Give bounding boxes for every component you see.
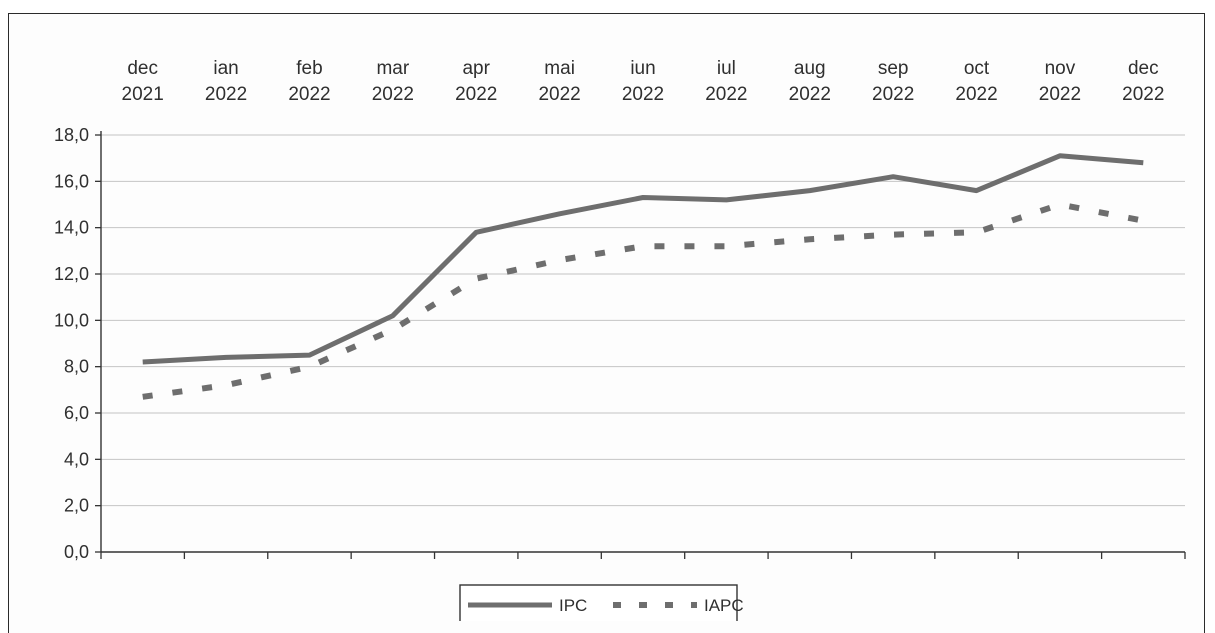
data-point-ipc	[140, 360, 145, 365]
x-tick-label: feb 2022	[288, 58, 330, 105]
y-tick-label: 16,0	[54, 171, 89, 191]
x-tick-label: iun 2022	[622, 58, 664, 105]
x-tick-labels: dec 2021 ian 2022 feb 2022 mar 2022 apr 2022 mai 20…	[122, 58, 1165, 105]
data-point-iapc	[390, 327, 395, 332]
data-point-ipc	[807, 188, 812, 193]
y-tick-label: 0,0	[64, 542, 89, 562]
x-tick-label: sep 2022	[872, 58, 914, 105]
x-tick-label: mai 2022	[538, 58, 580, 105]
data-point-iapc	[1141, 218, 1146, 223]
y-tick-label: 12,0	[54, 264, 89, 284]
legend-label-ipc: IPC	[559, 596, 587, 615]
x-tick-label: apr 2022	[455, 58, 497, 105]
x-tick-label: mar 2022	[372, 58, 414, 105]
y-tick-labels: 0,0 2,0 4,0 6,0 8,0 10,0 12,0 14,0 16,0 18,0	[54, 125, 89, 562]
x-tick-label: iul 2022	[705, 58, 747, 105]
data-point-ipc	[891, 174, 896, 179]
y-tick-label: 18,0	[54, 125, 89, 145]
axes	[95, 131, 1186, 559]
data-point-iapc	[557, 258, 562, 263]
series-line-iapc	[142, 201, 1144, 400]
data-point-iapc	[724, 244, 729, 249]
data-point-ipc	[224, 355, 229, 360]
chart-frame	[8, 13, 1205, 633]
data-point-iapc	[224, 383, 229, 388]
x-tick-label: dec 2022	[1122, 58, 1164, 105]
legend-label-iapc: IAPC	[704, 596, 744, 615]
y-tick-label: 2,0	[64, 496, 89, 516]
data-point-iapc	[307, 364, 312, 369]
gridlines	[101, 134, 1185, 507]
y-tick-label: 10,0	[54, 310, 89, 330]
x-tick-label: oct 2022	[955, 58, 997, 105]
x-tick-label: nov 2022	[1039, 58, 1081, 105]
data-point-ipc	[474, 230, 479, 235]
data-point-ipc	[307, 353, 312, 358]
x-tick-label: ian 2022	[205, 58, 247, 105]
data-point-iapc	[807, 237, 812, 242]
y-tick-label: 4,0	[64, 449, 89, 469]
data-point-ipc	[390, 313, 395, 318]
data-series	[140, 153, 1146, 400]
y-tick-label: 14,0	[54, 218, 89, 238]
data-point-iapc	[474, 276, 479, 281]
data-point-ipc	[1141, 160, 1146, 165]
x-tick-label: aug 2022	[789, 58, 831, 105]
data-point-iapc	[891, 232, 896, 237]
legend: IPC IAPC	[459, 584, 744, 621]
data-point-ipc	[974, 188, 979, 193]
data-point-ipc	[724, 197, 729, 202]
data-point-iapc	[974, 230, 979, 235]
y-tick-label: 6,0	[64, 403, 89, 423]
data-point-ipc	[557, 211, 562, 216]
data-point-iapc	[1057, 202, 1062, 207]
x-tick-label: dec 2021	[122, 58, 164, 105]
data-point-iapc	[140, 394, 145, 399]
series-line-ipc	[142, 153, 1144, 365]
data-point-ipc	[641, 195, 646, 200]
data-point-iapc	[641, 244, 646, 249]
y-tick-label: 8,0	[64, 357, 89, 377]
data-point-ipc	[1057, 153, 1062, 158]
